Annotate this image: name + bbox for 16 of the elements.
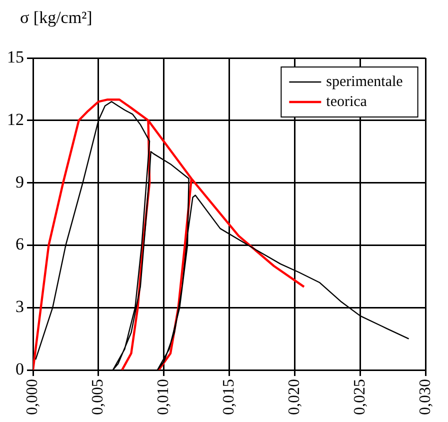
legend-label: teorica bbox=[326, 94, 368, 110]
x-tick-label: 0,010 bbox=[155, 379, 172, 415]
y-axis-title: σ [kg/cm²] bbox=[20, 8, 92, 28]
x-tick-label: 0,015 bbox=[220, 379, 238, 415]
x-tick-label: 0,005 bbox=[90, 379, 107, 415]
legend-label: sperimentale bbox=[326, 74, 404, 90]
y-tick-label: 12 bbox=[7, 110, 24, 129]
x-tick-label: 0,025 bbox=[352, 379, 369, 415]
x-tick-label: 0,000 bbox=[24, 379, 42, 415]
y-tick-label: 9 bbox=[16, 172, 24, 192]
y-tick-label: 3 bbox=[16, 297, 24, 316]
y-tick-label: 0 bbox=[16, 359, 24, 378]
x-tick-label: 0,020 bbox=[286, 379, 304, 415]
y-tick-label: 15 bbox=[7, 47, 24, 66]
x-tick-label: 0,030 bbox=[417, 379, 434, 415]
y-tick-label: 6 bbox=[16, 234, 24, 254]
